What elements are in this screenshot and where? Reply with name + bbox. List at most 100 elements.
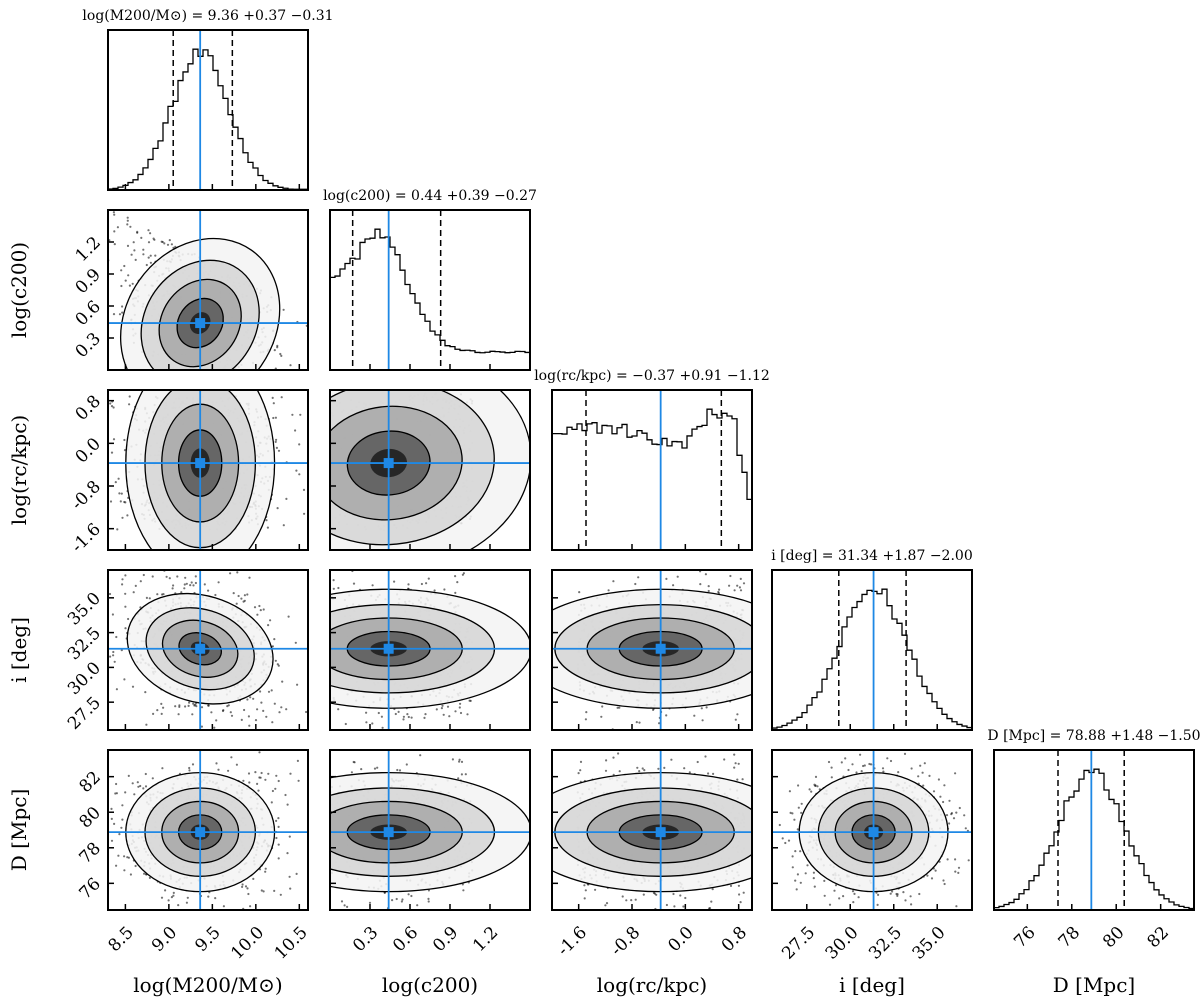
sample-point bbox=[120, 492, 123, 495]
sample-point bbox=[291, 429, 293, 431]
sample-point bbox=[440, 707, 443, 710]
sample-point bbox=[469, 699, 472, 703]
sample-point bbox=[259, 690, 262, 693]
sample-point bbox=[133, 793, 136, 796]
sample-point bbox=[462, 572, 465, 575]
sample-point bbox=[318, 403, 320, 405]
sample-point bbox=[204, 371, 206, 373]
sample-point bbox=[118, 492, 121, 495]
sample-point bbox=[184, 705, 187, 708]
sample-point bbox=[260, 771, 263, 775]
panel-title-logrc: log(rc/kpc) = −0.37 +0.91 −1.12 bbox=[534, 368, 770, 384]
sample-point bbox=[284, 393, 286, 395]
sample-point bbox=[733, 589, 736, 592]
sample-point bbox=[189, 376, 191, 378]
sample-point bbox=[60, 645, 62, 647]
sample-point bbox=[314, 533, 316, 535]
sample-point bbox=[274, 440, 277, 443]
sample-point bbox=[121, 578, 124, 581]
sample-point bbox=[305, 483, 307, 485]
sample-point bbox=[126, 244, 130, 247]
sample-point bbox=[459, 702, 462, 705]
sample-point bbox=[264, 778, 267, 781]
histogram-step-dist bbox=[993, 768, 1195, 910]
sample-point bbox=[126, 216, 129, 219]
sample-point bbox=[326, 439, 328, 441]
sample-point bbox=[318, 591, 320, 593]
sample-point bbox=[296, 683, 299, 686]
sample-point bbox=[142, 253, 145, 256]
sample-point bbox=[104, 630, 106, 632]
sample-point bbox=[192, 373, 194, 375]
sample-point bbox=[313, 408, 315, 410]
sample-point bbox=[190, 581, 193, 584]
sample-point bbox=[311, 681, 313, 683]
sample-point bbox=[149, 261, 152, 264]
sample-point bbox=[305, 634, 307, 636]
sample-point bbox=[310, 501, 312, 503]
sample-point bbox=[235, 374, 237, 376]
sample-point bbox=[285, 708, 288, 711]
sample-point bbox=[174, 705, 177, 708]
panel-title-inc: i [deg] = 31.34 +1.87 −2.00 bbox=[771, 548, 972, 564]
sample-point bbox=[693, 714, 696, 717]
sample-point bbox=[249, 905, 252, 908]
sample-point bbox=[154, 254, 157, 257]
sample-point bbox=[310, 424, 312, 426]
panel-frame bbox=[551, 389, 753, 551]
sample-point bbox=[99, 805, 101, 807]
sample-point bbox=[203, 583, 206, 586]
sample-point bbox=[443, 588, 446, 591]
sample-point bbox=[277, 779, 280, 783]
sample-point bbox=[441, 704, 444, 707]
sample-point bbox=[365, 736, 367, 738]
density-panel-logM200-inc bbox=[60, 569, 309, 731]
sample-point bbox=[139, 580, 142, 583]
sample-point bbox=[311, 638, 313, 640]
sample-point bbox=[320, 432, 322, 434]
sample-point bbox=[180, 591, 183, 594]
sample-point bbox=[247, 892, 250, 896]
sample-point bbox=[319, 524, 321, 526]
sample-point bbox=[282, 524, 285, 527]
sample-point bbox=[134, 258, 137, 261]
sample-point bbox=[314, 732, 316, 734]
sample-point bbox=[183, 583, 186, 586]
sample-point bbox=[321, 429, 323, 431]
sample-point bbox=[326, 513, 328, 515]
sample-point bbox=[94, 657, 96, 659]
sample-point bbox=[276, 507, 279, 510]
sample-point bbox=[274, 416, 277, 419]
sample-point bbox=[315, 679, 317, 681]
sample-point bbox=[203, 374, 205, 376]
panel-frame bbox=[771, 569, 973, 731]
sample-point bbox=[406, 713, 409, 716]
sample-point bbox=[326, 606, 328, 608]
sample-point bbox=[112, 313, 116, 316]
sample-point bbox=[127, 617, 130, 621]
sample-point bbox=[287, 615, 290, 618]
sample-point bbox=[317, 671, 319, 673]
sample-point bbox=[313, 631, 315, 633]
sample-point bbox=[273, 702, 276, 705]
sample-point bbox=[200, 373, 202, 375]
sample-point bbox=[123, 500, 126, 504]
sample-point bbox=[114, 481, 117, 484]
sample-point bbox=[322, 421, 324, 423]
sample-point bbox=[319, 608, 321, 610]
sample-point bbox=[124, 627, 127, 630]
sample-point bbox=[466, 713, 469, 716]
sample-point bbox=[275, 438, 278, 441]
sample-point bbox=[310, 620, 312, 622]
sample-point bbox=[309, 484, 311, 486]
truth-marker bbox=[383, 458, 394, 469]
sample-point bbox=[246, 887, 249, 890]
sample-point bbox=[207, 733, 209, 735]
sample-point bbox=[410, 716, 413, 719]
sample-point bbox=[316, 531, 318, 533]
sample-point bbox=[322, 587, 324, 589]
sample-point bbox=[280, 354, 283, 357]
sample-point bbox=[612, 580, 615, 583]
sample-point bbox=[264, 867, 267, 870]
sample-point bbox=[578, 591, 581, 594]
